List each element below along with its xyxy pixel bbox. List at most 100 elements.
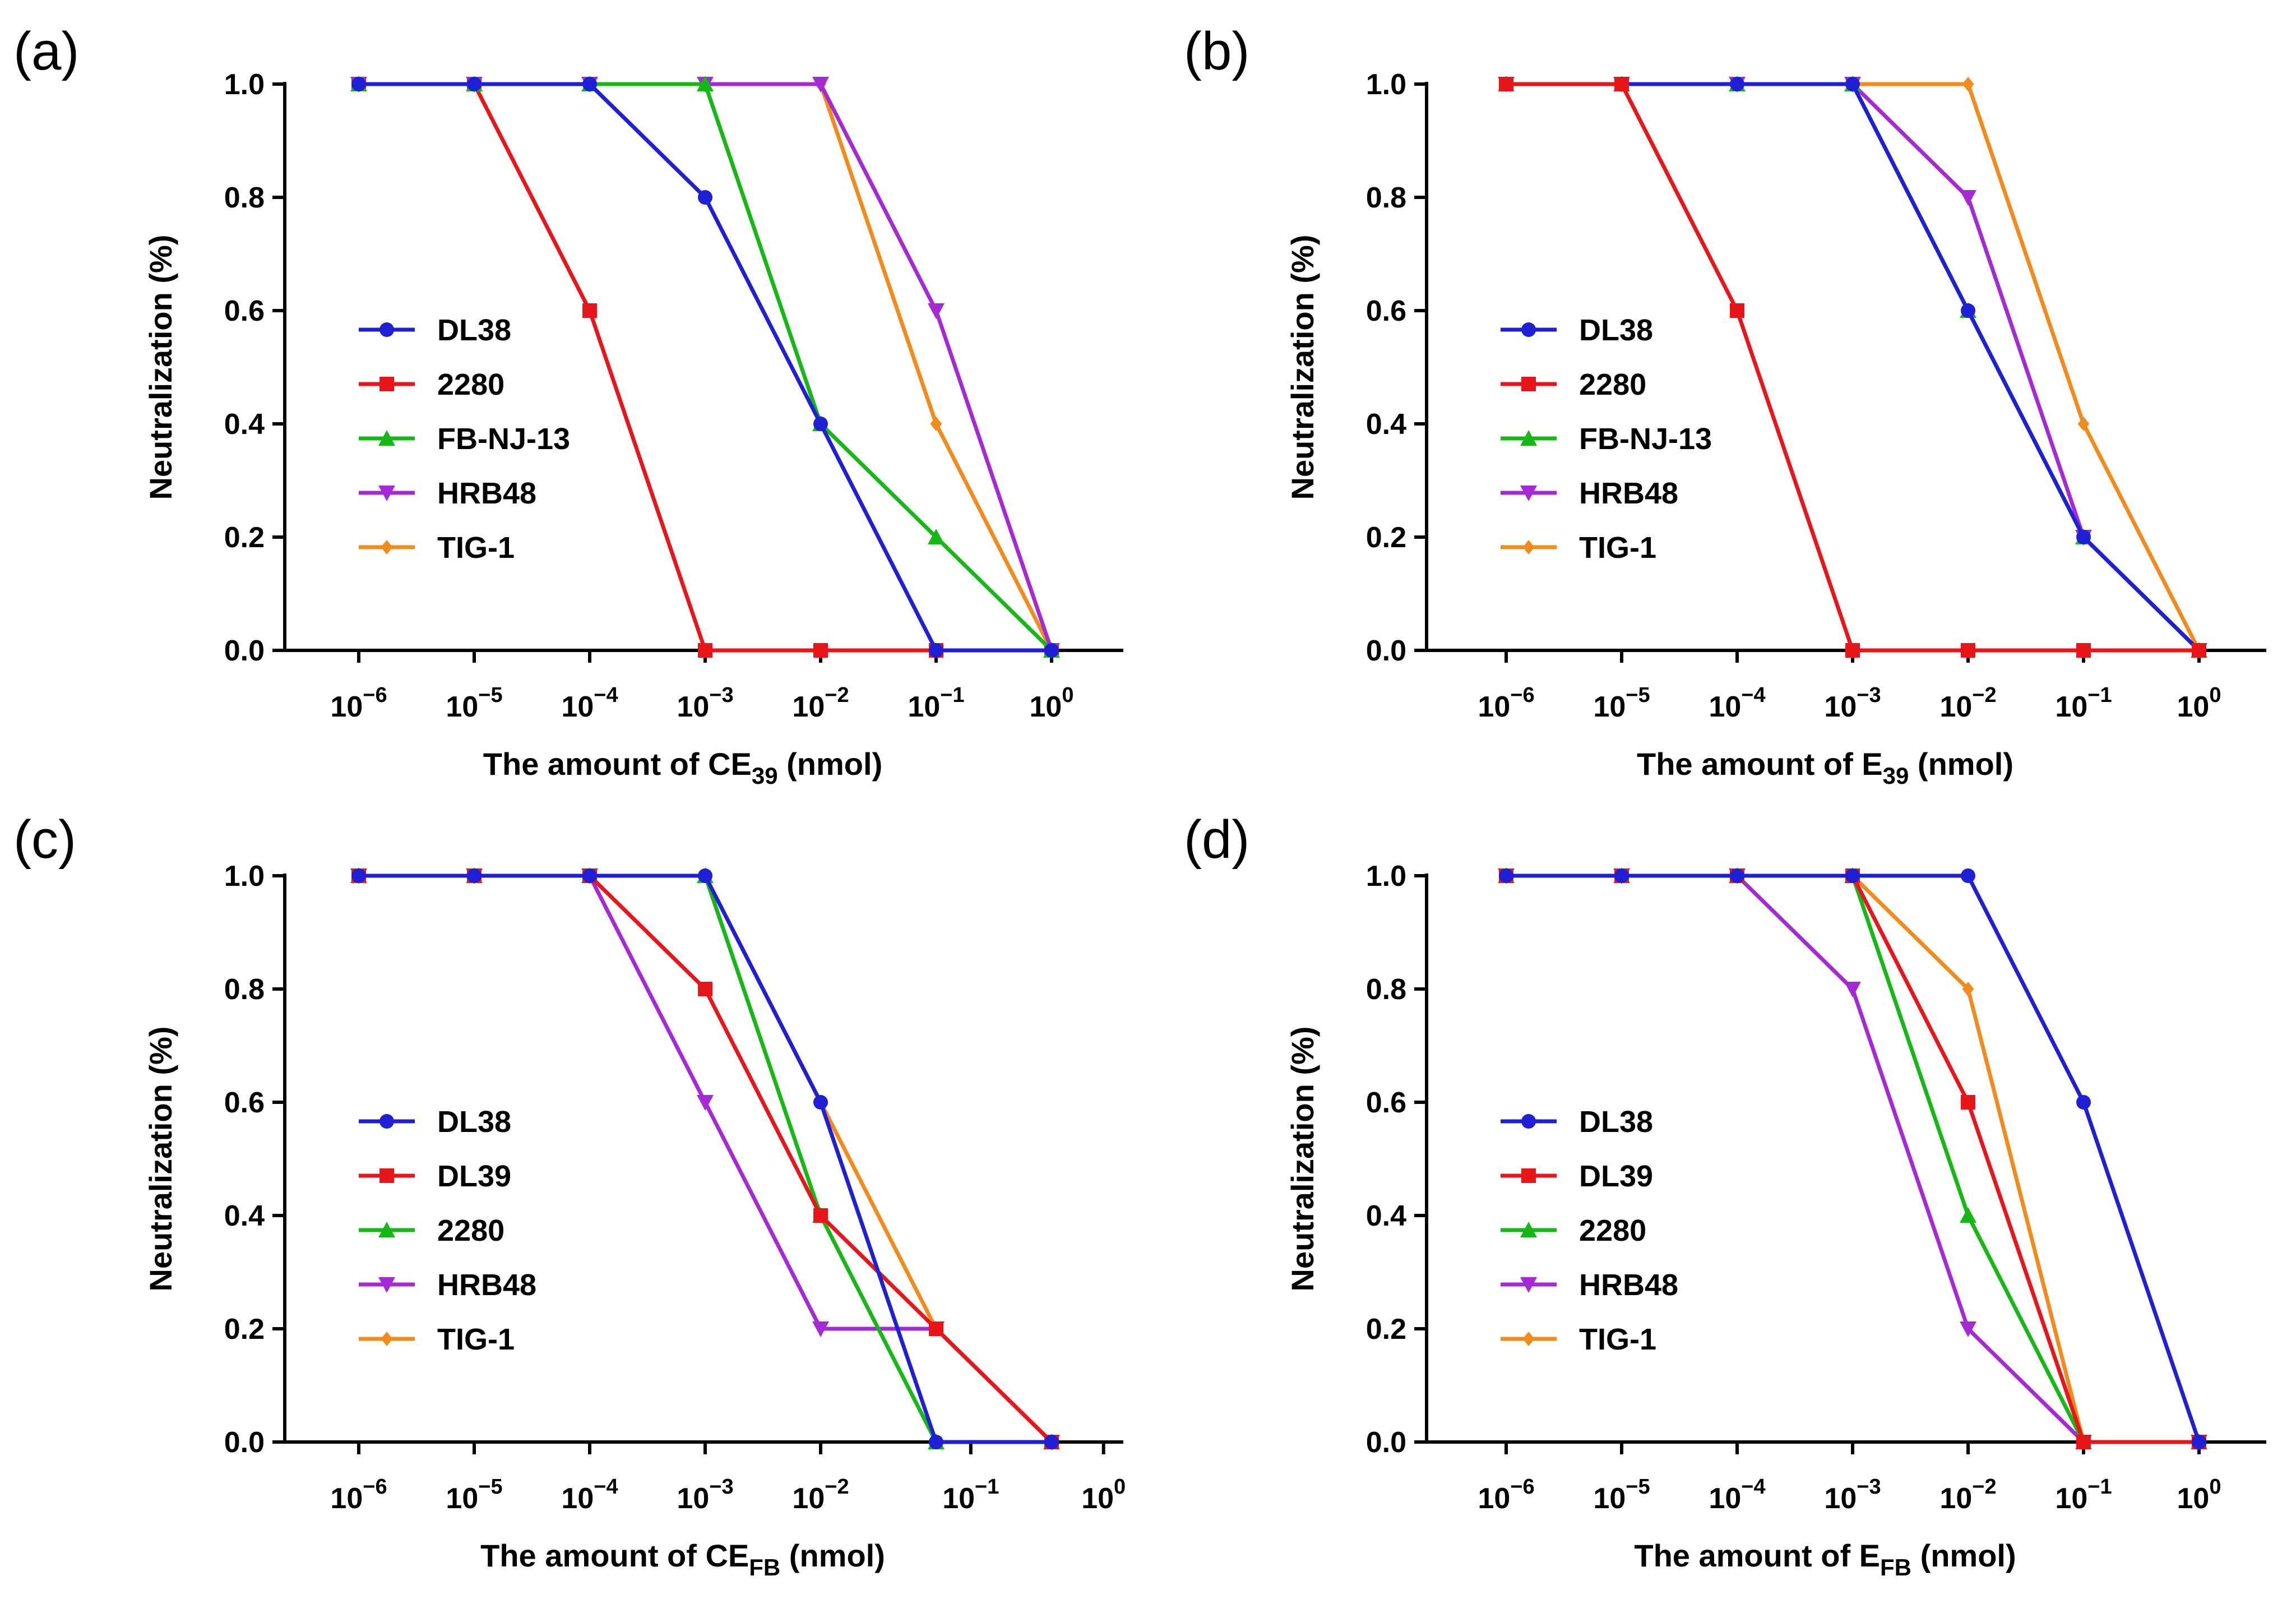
data-point [1844,982,1861,997]
y-tick-label: 0.6 [1366,295,1406,327]
data-point [929,1435,943,1449]
chart-panel: (d)0.00.20.40.60.81.010−6 10−5 10−4 10−3 10−… [1184,810,2266,1580]
data-point [467,868,482,883]
y-axis-title: Neutralization (%) [143,1027,178,1292]
data-point [929,643,943,658]
legend-label: DL39 [437,1159,511,1193]
legend-label: DL38 [437,313,511,347]
data-point [351,868,366,883]
x-axis-title: The amount of E39 (nmol) [1637,746,2013,789]
y-tick-label: 0.6 [1366,1087,1406,1119]
legend-marker [378,1222,395,1237]
data-point [698,868,712,883]
legend-marker [379,1168,394,1183]
data-point [2076,1095,2091,1110]
legend-marker [379,377,394,391]
legend-label: 2280 [1579,368,1646,401]
legend-label: TIG-1 [437,1323,515,1356]
data-point [812,77,829,93]
data-point [813,1208,828,1223]
data-point [1499,77,1513,91]
legend-marker [378,486,395,501]
y-tick-label: 0.8 [1366,973,1406,1006]
data-point [1499,868,1513,883]
legend-marker [1521,1114,1536,1129]
y-tick-label: 1.0 [1366,860,1406,893]
data-point [698,982,712,996]
legend-marker [1521,377,1536,391]
legend-marker [1521,1168,1536,1183]
y-tick-label: 1.0 [224,68,265,101]
data-point [1960,1321,1976,1337]
data-point [1845,643,1860,658]
legend-marker [1520,486,1537,501]
data-point [2076,1435,2091,1449]
legend-marker [1521,322,1536,337]
legend-label: HRB48 [1579,477,1678,510]
y-tick-label: 0.4 [224,1200,265,1232]
data-point [351,77,366,91]
y-tick-label: 0.2 [1366,1313,1406,1346]
data-point [1961,1095,1975,1110]
y-tick-label: 0.8 [224,182,265,214]
legend-label: TIG-1 [1579,531,1656,565]
legend-label: DL39 [1579,1159,1653,1193]
data-point [812,1321,829,1337]
y-tick-label: 0.0 [1366,1426,1406,1459]
legend-marker [378,430,395,446]
legend-label: TIG-1 [437,531,515,565]
y-tick-label: 1.0 [224,860,265,893]
data-point [1730,77,1744,91]
data-point [1614,868,1629,883]
y-tick-label: 0.4 [224,408,265,441]
data-point [929,1321,943,1336]
y-tick-label: 0.2 [224,1313,265,1346]
data-point [2192,643,2206,658]
data-point [1730,868,1744,883]
data-point [1961,643,1975,658]
data-point [697,1095,714,1111]
y-tick-label: 0.6 [224,295,265,327]
data-point [930,417,942,431]
data-point [1845,868,1860,883]
legend-label: DL38 [1579,1105,1653,1139]
data-point [928,529,945,544]
data-point [1960,1207,1976,1223]
legend-marker [381,540,393,554]
panel-letter: (c) [13,810,76,870]
chart-panel: (a)0.00.20.40.60.81.010−6 10−5 10−4 10−3 10−… [13,21,1123,789]
legend-label: HRB48 [1579,1268,1678,1302]
data-point [1961,303,1975,318]
legend-label: DL38 [1579,313,1653,347]
data-point [698,190,712,205]
data-point [582,303,597,318]
y-tick-label: 0.4 [1366,408,1406,441]
panel-letter: (a) [13,21,79,81]
y-axis-title: Neutralization (%) [143,235,178,500]
legend-label: 2280 [1579,1214,1646,1247]
data-point [1962,77,1974,91]
data-point [928,303,945,319]
legend-label: HRB48 [437,1268,536,1302]
data-point [697,76,714,91]
data-point [2076,643,2091,658]
data-point [1961,868,1975,883]
data-point [582,868,597,883]
y-tick-label: 0.0 [1366,635,1406,667]
legend-marker [381,1332,393,1346]
data-point [813,643,828,658]
y-tick-label: 0.6 [224,1087,265,1119]
legend-label: 2280 [437,1214,504,1247]
y-tick-label: 0.2 [1366,521,1406,554]
y-axis-title: Neutralization (%) [1285,235,1320,500]
data-point [1044,1435,1059,1449]
y-axis-title: Neutralization (%) [1285,1027,1320,1292]
y-tick-label: 0.8 [224,973,265,1006]
data-point [1962,982,1974,996]
data-point [1730,303,1744,318]
y-tick-label: 0.2 [224,521,265,554]
legend-marker [379,1114,394,1129]
panel-letter: (d) [1184,810,1249,870]
